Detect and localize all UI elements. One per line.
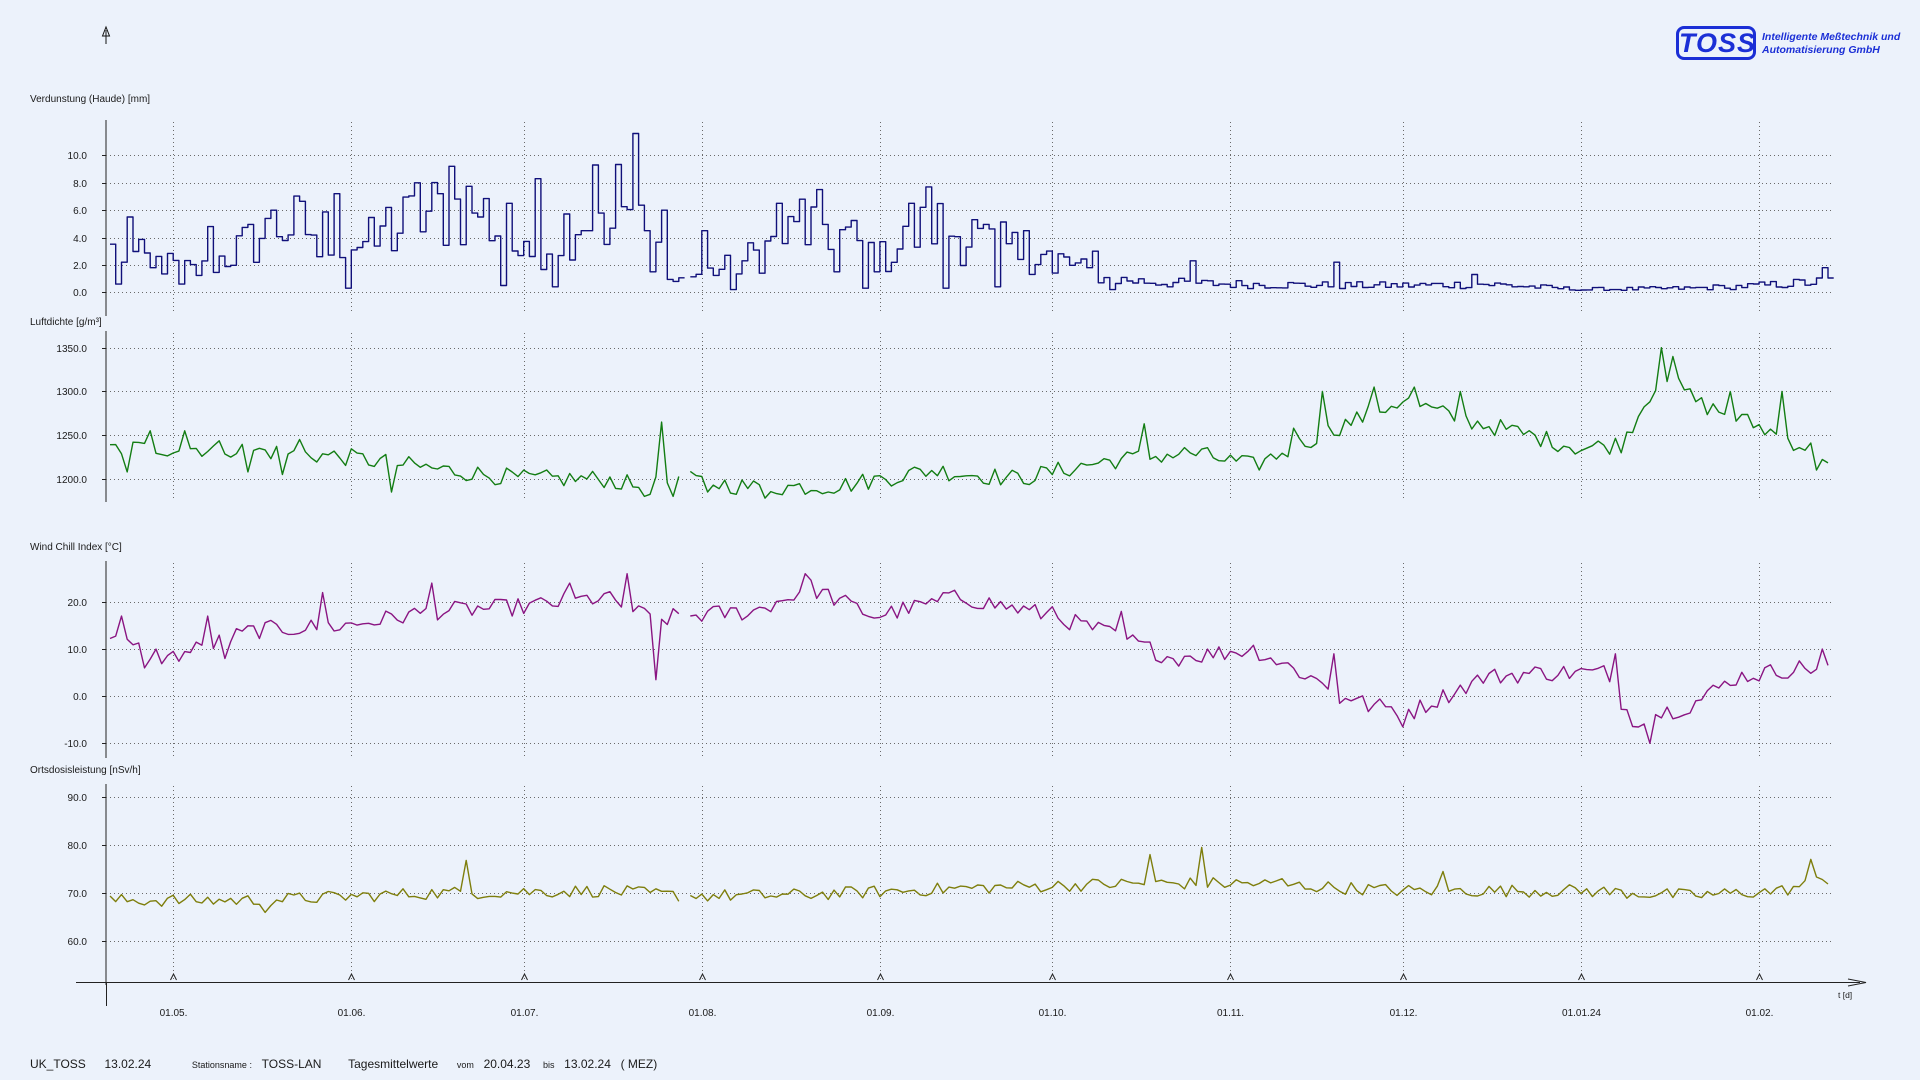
y-tick-label: 80.0 (68, 841, 88, 852)
x-tick-label: 01.02. (1746, 1008, 1774, 1019)
x-tick-caret-icon (1400, 972, 1407, 981)
footer-station-label: Stationsname : (191, 1060, 252, 1070)
series-line (690, 186, 1834, 291)
panel-3: Wind Chill Index [°C] -10.0 0.0 10.0 20.0 (30, 542, 1832, 758)
panel-1: Verdunstung (Haude) [mm] 0.0 2.0 4.0 6.0 8.0 1… (30, 94, 1834, 316)
y-tick-label: 20.0 (68, 598, 88, 609)
footer-from-date: 20.04.23 (483, 1057, 531, 1071)
x-tick-caret-icon (699, 972, 706, 981)
y-tick-label: 0.0 (73, 288, 87, 299)
x-tick-label: 01.11. (1217, 1008, 1244, 1019)
x-tick-caret-icon (170, 972, 177, 981)
y-tick-label: 1350.0 (56, 344, 87, 355)
x-tick-caret-icon (521, 972, 528, 981)
footer-info: UK_TOSS 13.02.24 Stationsname : TOSS-LAN… (30, 1057, 657, 1073)
y-tick-label: 1300.0 (56, 387, 87, 398)
panel-title: Verdunstung (Haude) [mm] (30, 94, 150, 105)
x-axis-unit-label: t [d] (1838, 990, 1852, 1000)
x-tick-label: 01.08. (689, 1008, 717, 1019)
x-tick-caret-icon (1756, 972, 1763, 981)
x-tick-label: 01.10. (1039, 1008, 1067, 1019)
y-tick-label: 10.0 (68, 645, 88, 656)
y-tick-label: 4.0 (73, 234, 87, 245)
series-line (109, 859, 680, 914)
y-tick-label: 8.0 (73, 179, 87, 190)
panel-title: Ortsdosisleistung [nSv/h] (30, 765, 141, 776)
y-tick-label: 1200.0 (56, 475, 87, 486)
y-tick-label: -10.0 (64, 739, 87, 750)
x-axis-arrow-icon (1847, 978, 1867, 987)
series-line (689, 846, 1829, 902)
chart-panels: Verdunstung (Haude) [mm] 0.0 2.0 4.0 6.0 8.0 1… (30, 94, 1834, 985)
footer-station-name: TOSS-LAN (261, 1057, 322, 1071)
x-tick-label: 01.01.24 (1562, 1008, 1601, 1019)
x-tick-label: 01.06. (338, 1008, 366, 1019)
footer-timezone: ( MEZ) (620, 1057, 658, 1071)
logo-line-1: Intelligente Meßtechnik und (1762, 31, 1901, 43)
series-line (690, 573, 1829, 744)
footer-to-label: bis (542, 1060, 555, 1070)
x-tick-caret-icon (1578, 972, 1585, 981)
y-tick-label: 70.0 (68, 889, 88, 900)
footer-from-label: vom (456, 1060, 474, 1070)
footer-to-date: 13.02.24 (564, 1057, 611, 1071)
footer-station-code: UK_TOSS (30, 1057, 86, 1071)
x-tick-label: 01.07. (511, 1008, 539, 1019)
panel-title: Wind Chill Index [°C] (30, 542, 122, 553)
x-tick-label: 01.09. (867, 1008, 895, 1019)
x-tick-caret-icon (1049, 972, 1056, 981)
y-tick-label: 2.0 (73, 261, 87, 272)
logo-line-2: Automatisierung GmbH (1762, 44, 1880, 56)
y-tick-label: 6.0 (73, 206, 87, 217)
panel-2: Luftdichte [g/m³] 1200.0 1250.0 1300.0 1350.… (30, 317, 1832, 502)
footer-mode: Tagesmittelwerte (348, 1057, 439, 1071)
y-tick-label: 90.0 (68, 793, 88, 804)
y-tick-label: 10.0 (68, 151, 88, 162)
series-line (110, 132, 685, 289)
series-line (109, 421, 680, 498)
y-tick-label: 0.0 (73, 692, 87, 703)
y-tick-label: 1250.0 (56, 431, 87, 442)
footer-print-date: 13.02.24 (104, 1057, 152, 1071)
series-line (109, 573, 680, 681)
x-tick-caret-icon (877, 972, 884, 981)
x-tick-label: 01.05. (160, 1008, 188, 1019)
y-tick-label: 60.0 (68, 937, 88, 948)
cursor-arrow-icon (101, 25, 111, 44)
toss-logo: TOSS Intelligente Meßtechnik und Automat… (1676, 26, 1916, 66)
logo-brand: TOSS (1676, 26, 1756, 60)
x-axis: 01.05. 01.06. 01.07. 01.08. 01.09. 01.10. 01.1… (76, 972, 1867, 1019)
series-line (689, 347, 1829, 499)
x-tick-caret-icon (348, 972, 355, 981)
logo-subtitle: Intelligente Meßtechnik und Automatisier… (1762, 31, 1920, 57)
panel-title: Luftdichte [g/m³] (30, 317, 102, 328)
panel-4: Ortsdosisleistung [nSv/h] 60.0 70.0 80.0 90.… (30, 765, 1832, 985)
x-tick-label: 01.12. (1390, 1008, 1418, 1019)
x-tick-caret-icon (1227, 972, 1234, 981)
